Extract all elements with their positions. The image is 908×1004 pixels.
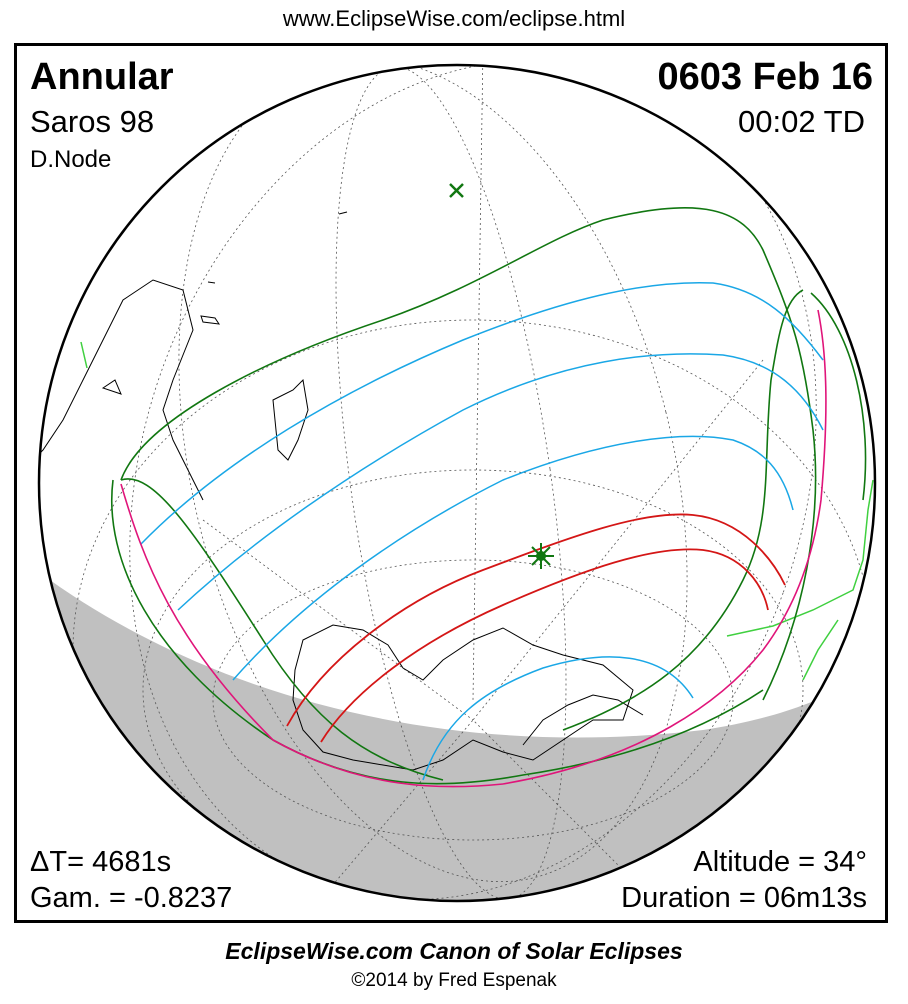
graticule-meridian (178, 65, 688, 883)
new-zealand-coastline (272, 378, 309, 461)
magnitude-isoline (140, 281, 824, 545)
saros-number: Saros 98 (30, 104, 155, 139)
delta-t-value: ΔT= 4681s (30, 846, 172, 878)
magnitude-isoline (232, 435, 794, 681)
penumbral-northern-limit (120, 207, 817, 701)
eclipse-date: 0603 Feb 16 (657, 56, 873, 98)
night-region (39, 560, 875, 901)
magnitude-isolines (140, 281, 824, 781)
coast-highlight-segment (726, 479, 874, 637)
node-label: D.Node (30, 146, 112, 173)
coast-highlight-segment (80, 341, 88, 369)
gamma-value: Gam. = -0.8237 (30, 882, 233, 914)
greatest-eclipse-star-marker (528, 543, 554, 569)
graticule-line (302, 719, 474, 901)
penumbral-west-loop (120, 478, 444, 781)
magnitude-isoline (422, 656, 694, 781)
antarctic-peninsula-coastline (522, 694, 644, 746)
graticule-parallel (142, 469, 804, 901)
eclipse-time: 00:02 TD (738, 104, 865, 139)
coast-highlight-segment (802, 619, 839, 681)
central-path (286, 513, 786, 743)
canon-title: EclipseWise.com Canon of Solar Eclipses (225, 938, 683, 964)
star-marker-core (536, 551, 546, 561)
coast-highlight (80, 341, 874, 681)
sun-altitude: Altitude = 34° (693, 846, 867, 878)
eclipse-globe-map (37, 63, 877, 903)
island-coastline (200, 315, 221, 325)
cross-marker-stroke (449, 183, 464, 198)
site-url[interactable]: www.EclipseWise.com/eclipse.html (282, 6, 626, 31)
island-coastline (101, 379, 122, 395)
magnitude-isoline (177, 353, 824, 611)
rise-set-east-curve (502, 309, 827, 785)
penumbral-east-loop (562, 289, 804, 731)
graticule-meridian (129, 65, 817, 900)
penumbral-limits (111, 207, 867, 785)
island-coastline (207, 281, 216, 284)
map-frame: Annular Saros 98 D.Node 0603 Feb 16 00:0… (14, 43, 888, 923)
penumbral-southern-limit (111, 479, 764, 785)
rise-set-curves (120, 309, 827, 788)
rise-set-west-curve (120, 483, 504, 788)
globe-outline (37, 63, 877, 903)
antarctica-coastline (292, 624, 634, 771)
africa-coastline (39, 539, 44, 621)
eclipse-type: Annular (30, 56, 174, 98)
central-path-north-limit (286, 513, 786, 727)
graticule-line (472, 359, 764, 721)
central-path-south-limit (320, 548, 769, 743)
graticule-line (202, 519, 474, 721)
copyright-notice: ©2014 by Fred Espenak (351, 970, 557, 991)
graticule-parallel (212, 559, 734, 841)
graticule-meridian (335, 66, 567, 900)
graticule-line (472, 65, 484, 701)
penumbral-east-edge (810, 292, 867, 501)
central-duration: Duration = 06m13s (621, 882, 867, 914)
subsolar-point-cross-marker (449, 183, 464, 198)
south-america-coastline (39, 279, 204, 501)
island-coastline (338, 211, 348, 215)
